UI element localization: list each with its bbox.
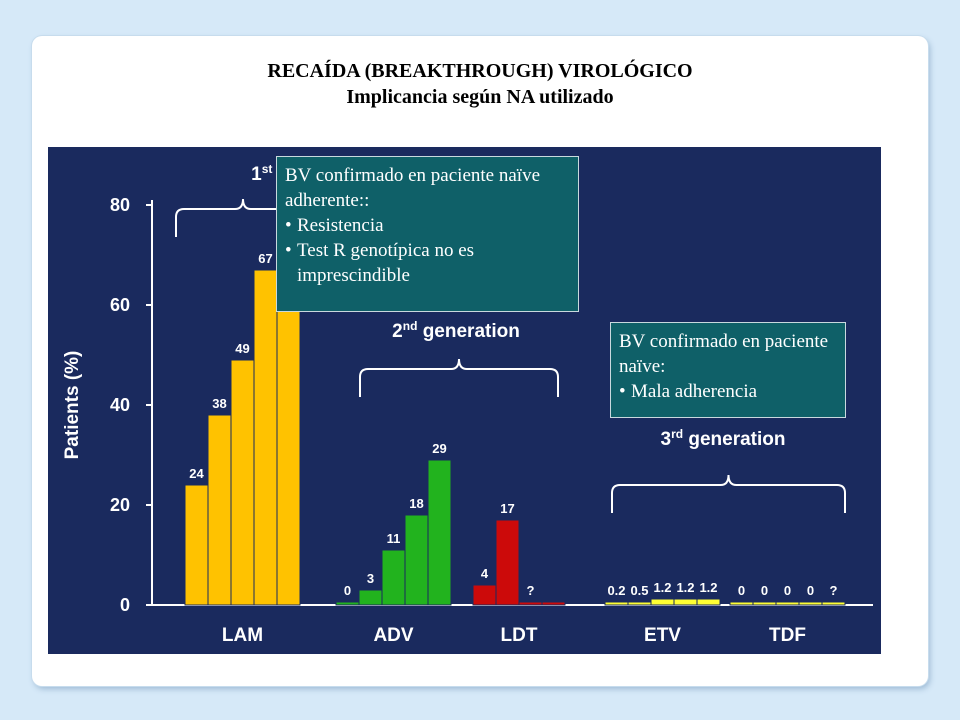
bar-adv — [427, 459, 452, 606]
data-label: 0 — [807, 583, 814, 598]
slide-title: RECAÍDA (BREAKTHROUGH) VIROLÓGICO — [267, 60, 693, 82]
bar-ldt — [541, 601, 566, 606]
data-label: 0.2 — [607, 583, 625, 598]
data-label: 1.2 — [653, 580, 671, 595]
y-axis-label: Patients (%) — [62, 351, 83, 460]
data-label: 24 — [189, 466, 204, 481]
bar-etv — [650, 598, 675, 606]
bar-etv — [604, 601, 629, 606]
data-label: 17 — [500, 501, 514, 516]
bar-ldt — [518, 601, 543, 606]
bar-adv — [358, 589, 383, 606]
bar-lam — [253, 269, 278, 606]
bar-etv — [696, 598, 721, 606]
bar-ldt — [495, 519, 520, 606]
callout-bullet: Resistencia — [285, 213, 570, 238]
y-tick-label: 20 — [110, 495, 130, 515]
bar-ldt — [472, 584, 497, 606]
data-label: 18 — [409, 496, 423, 511]
data-label: ? — [527, 583, 535, 598]
x-category-label: ETV — [644, 625, 681, 646]
bar-tdf — [752, 601, 777, 606]
x-category-label: LDT — [501, 625, 538, 646]
bar-tdf — [775, 601, 800, 606]
bar-etv — [673, 598, 698, 606]
data-label: 67 — [258, 251, 272, 266]
callout-heading: BV confirmado en paciente naïve adherent… — [285, 165, 540, 211]
callout-bullet: Test R genotípica no es imprescindible — [285, 238, 570, 288]
bar-adv — [381, 549, 406, 606]
y-tick-label: 60 — [110, 295, 130, 315]
callout-heading: BV confirmado en paciente naïve: — [619, 331, 829, 377]
bar-tdf — [821, 601, 846, 606]
bar-lam — [184, 484, 209, 606]
data-label: 0.5 — [630, 583, 648, 598]
data-label: 49 — [235, 341, 249, 356]
bar-adv — [404, 514, 429, 606]
data-label: 1.2 — [699, 580, 717, 595]
generation-label: 3rd generation — [661, 427, 786, 450]
callout-naive: BV confirmado en paciente naïve: Mala ad… — [610, 322, 846, 418]
data-label: ? — [830, 583, 838, 598]
slide-subtitle: Implicancia según NA utilizado — [346, 86, 614, 108]
data-label: 4 — [481, 566, 489, 581]
data-label: 38 — [212, 396, 226, 411]
generation-brace — [611, 474, 846, 513]
x-category-label: TDF — [769, 625, 806, 646]
bar-tdf — [729, 601, 754, 606]
bar-lam — [207, 414, 232, 606]
x-category-label: ADV — [373, 625, 413, 646]
bar-lam — [230, 359, 255, 606]
callout-bullet: Mala adherencia — [619, 379, 837, 404]
bar-adv — [335, 601, 360, 606]
y-tick-label: 0 — [120, 595, 130, 615]
data-label: 11 — [387, 531, 401, 546]
x-category-label: LAM — [222, 625, 263, 646]
generation-label: 2nd generation — [392, 319, 520, 342]
data-label: 3 — [367, 571, 374, 586]
data-label: 0 — [738, 583, 745, 598]
data-label: 1.2 — [676, 580, 694, 595]
callout-adherent: BV confirmado en paciente naïve adherent… — [276, 156, 579, 312]
bar-etv — [627, 601, 652, 606]
data-label: 0 — [761, 583, 768, 598]
bar-tdf — [798, 601, 823, 606]
data-label: 0 — [344, 583, 351, 598]
data-label: 0 — [784, 583, 791, 598]
y-tick-label: 80 — [110, 195, 130, 215]
generation-brace — [359, 358, 559, 397]
data-label: 29 — [432, 441, 446, 456]
y-tick-label: 40 — [110, 395, 130, 415]
